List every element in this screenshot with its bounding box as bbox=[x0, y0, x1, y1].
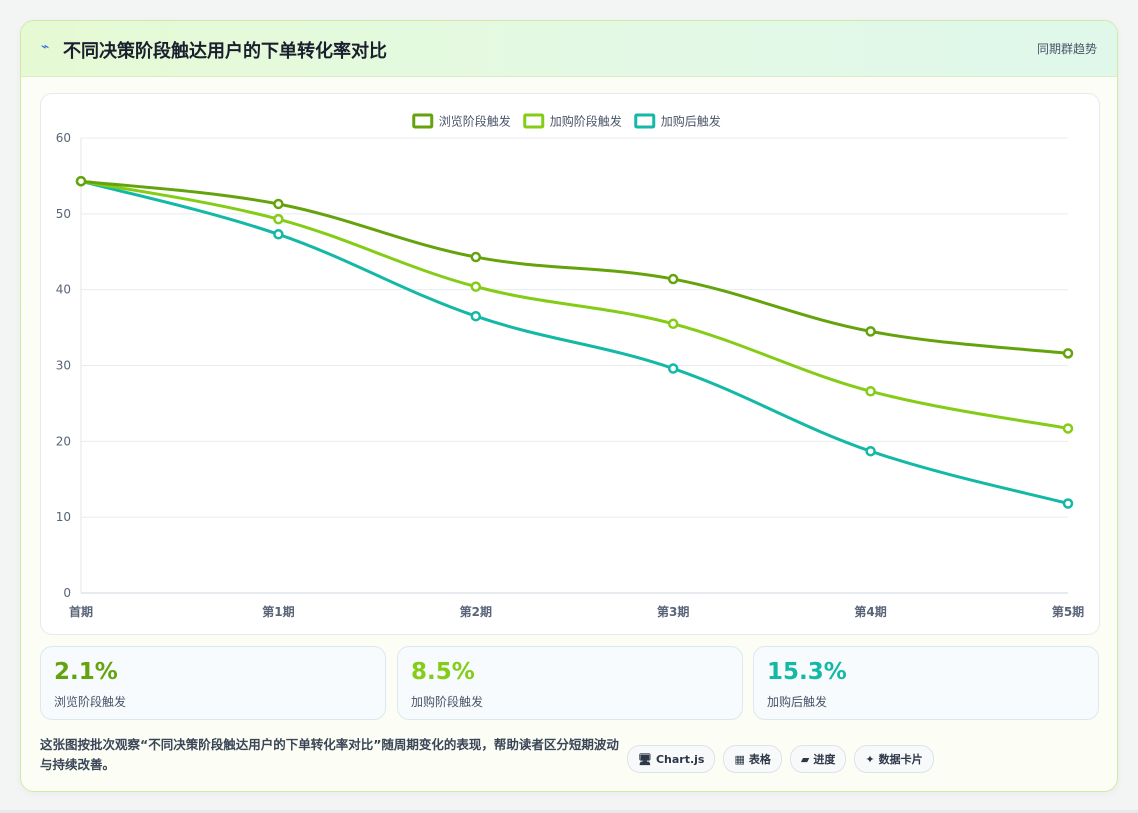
data-point bbox=[75, 175, 87, 187]
series-line bbox=[79, 179, 1070, 355]
legend-label: 浏览阶段触发 bbox=[439, 114, 511, 129]
chip-table[interactable]: ▦ 表格 bbox=[723, 745, 782, 773]
trend-icon: ⌁ bbox=[41, 39, 50, 55]
tech-chips: 🖥 Chart.js ▦ 表格 ▰ 进度 ✦ 数据卡片 bbox=[627, 745, 934, 773]
y-tick-label: 30 bbox=[56, 359, 71, 373]
y-tick-label: 10 bbox=[56, 510, 71, 524]
x-tick-label: 首期 bbox=[69, 604, 93, 619]
data-point bbox=[865, 326, 876, 337]
stat-value: 15.3% bbox=[767, 659, 847, 685]
chart-svg: 0 10 20 30 40 50 60 首期 第1期 第2期 第3期 第4期 第5期 浏览阶段触发 加购阶段… bbox=[56, 113, 1084, 619]
legend-swatch bbox=[523, 113, 545, 129]
line-chart: 0 10 20 30 40 50 60 首期 第1期 第2期 第3期 第4期 第5期 浏览阶段触发 加购阶段… bbox=[40, 93, 1100, 635]
x-tick-label: 第1期 bbox=[262, 604, 294, 619]
stat-label: 加购后触发 bbox=[767, 695, 828, 709]
chart-card: ⌁ 不同决策阶段触达用户的下单转化率对比 同期群趋势 0 10 20 30 40 50 60… bbox=[20, 20, 1118, 792]
stat-label: 加购阶段触发 bbox=[411, 695, 484, 709]
data-point bbox=[273, 229, 284, 240]
legend-swatch bbox=[412, 113, 434, 129]
data-point bbox=[273, 213, 284, 225]
chip-label: 数据卡片 bbox=[878, 753, 923, 766]
chip-chartjs[interactable]: 🖥 Chart.js bbox=[627, 745, 716, 773]
series-line bbox=[79, 179, 1070, 430]
data-point bbox=[470, 281, 482, 292]
page-title: 不同决策阶段触达用户的下单转化率对比 bbox=[63, 41, 387, 62]
stat-card-cart: 8.5% 加购阶段触发 bbox=[397, 646, 743, 720]
data-point bbox=[273, 198, 284, 210]
x-tick-label: 第4期 bbox=[854, 604, 886, 619]
table-icon: ▦ bbox=[734, 752, 745, 766]
data-point bbox=[667, 318, 679, 330]
legend-swatch bbox=[634, 113, 656, 129]
chip-label: Chart.js bbox=[655, 752, 705, 766]
series-line bbox=[79, 179, 1070, 506]
x-tick-label: 第2期 bbox=[460, 604, 492, 619]
y-tick-label: 20 bbox=[56, 434, 71, 448]
stat-value: 8.5% bbox=[411, 659, 475, 685]
x-tick-label: 第5期 bbox=[1052, 604, 1084, 619]
y-tick-label: 40 bbox=[56, 283, 71, 297]
chip-label: 进度 bbox=[813, 753, 836, 766]
monitor-icon: 🖥 bbox=[638, 752, 652, 766]
card-header: ⌁ 不同决策阶段触达用户的下单转化率对比 同期群趋势 bbox=[21, 21, 1117, 77]
data-point bbox=[667, 273, 679, 285]
y-tick-label: 0 bbox=[63, 586, 71, 600]
chip-progress[interactable]: ▰ 进度 bbox=[789, 745, 847, 773]
bottom-strip bbox=[0, 810, 1138, 813]
data-point bbox=[667, 363, 679, 374]
data-point bbox=[1062, 498, 1074, 509]
stat-card-postcart: 15.3% 加购后触发 bbox=[753, 646, 1099, 720]
sparkle-icon: ✦ bbox=[865, 752, 875, 766]
progress-icon: ▰ bbox=[800, 752, 810, 766]
legend-label: 加购后触发 bbox=[661, 114, 721, 129]
stat-card-browse: 2.1% 浏览阶段触发 bbox=[40, 646, 386, 720]
chart-description: 这张图按批次观察“不同决策阶段触达用户的下单转化率对比”随周期变化的表现，帮助读… bbox=[40, 737, 619, 772]
data-point bbox=[1062, 423, 1074, 434]
data-point bbox=[1062, 348, 1074, 359]
data-point bbox=[470, 251, 482, 263]
chip-data-card[interactable]: ✦ 数据卡片 bbox=[854, 745, 934, 773]
legend-label: 加购阶段触发 bbox=[550, 114, 622, 129]
y-tick-label: 60 bbox=[56, 131, 71, 145]
cohort-trend-link[interactable]: 同期群趋势 bbox=[1036, 42, 1097, 56]
chip-label: 表格 bbox=[748, 753, 771, 766]
y-tick-label: 50 bbox=[56, 207, 71, 221]
data-point bbox=[865, 386, 876, 397]
data-point bbox=[865, 445, 876, 457]
stat-label: 浏览阶段触发 bbox=[54, 695, 127, 709]
stat-value: 2.1% bbox=[54, 659, 118, 685]
x-tick-label: 第3期 bbox=[657, 604, 689, 619]
data-point bbox=[470, 310, 482, 322]
